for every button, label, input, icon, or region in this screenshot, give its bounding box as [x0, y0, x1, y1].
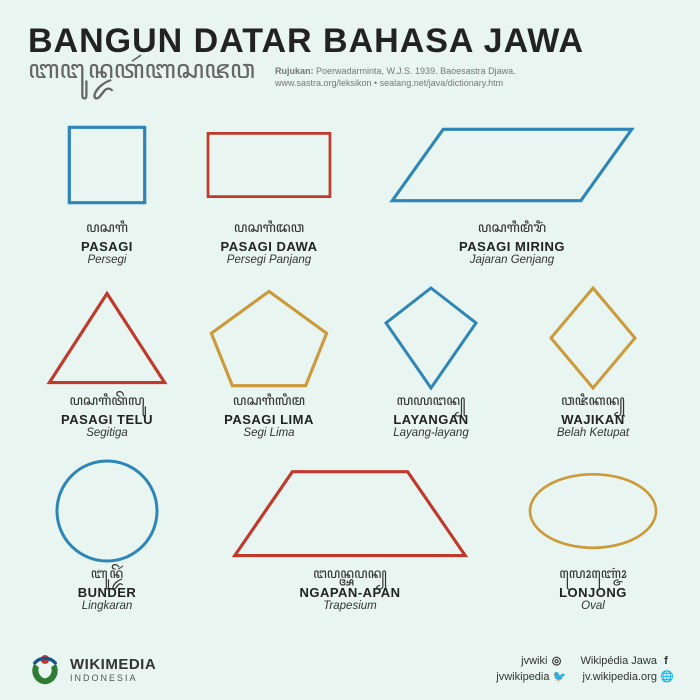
reference-block: Rujukan: Poerwadarminta, W.J.S. 1939. Ba…	[275, 66, 516, 89]
subtitle-row: ꦧꦔꦸꦤ꧀ꦢꦠꦂꦧꦱꦗꦮ Rujukan: Poerwadarminta, W.…	[28, 60, 672, 91]
social-row: jvwiki ◎ Wikipédia Jawa f	[496, 653, 672, 670]
shape-script-pasagi: ꦥꦱꦒꦶ	[86, 224, 128, 238]
shape-indo-bunder: Lingkaran	[82, 600, 133, 612]
shape-cell-ngapan-apan: ꦔꦥꦤ꧀ꦄꦥꦤ꧀NGAPAN-APANTrapesium	[190, 449, 510, 616]
reference-label: Rujukan:	[275, 66, 314, 76]
shapes-grid: ꦥꦱꦒꦶPASAGIPersegiꦥꦱꦒꦶꦢꦮPASAGI DAWAPerseg…	[28, 103, 672, 616]
shape-indo-pasagi-lima: Segi Lima	[243, 427, 294, 439]
shape-latin-ngapan-apan: NGAPAN-APAN	[299, 585, 400, 600]
shape-latin-pasagi-telu: PASAGI TELU	[61, 412, 153, 427]
shape-lonjong	[516, 453, 670, 568]
shape-script-pasagi-telu: ꦥꦱꦒꦶꦠꦼꦭꦸ	[69, 397, 144, 411]
social-twitter: jvwikipedia 🐦	[496, 669, 564, 686]
shape-script-pasagi-lima: ꦥꦱꦒꦶꦭꦶꦩ	[233, 397, 305, 411]
shape-script-pasagi-dawa: ꦥꦱꦒꦶꦢꦮ	[234, 224, 304, 238]
subtitle-script: ꦧꦔꦸꦤ꧀ꦢꦠꦂꦧꦱꦗꦮ	[28, 60, 255, 91]
shape-indo-lonjong: Oval	[581, 600, 605, 612]
shape-script-pasagi-miring: ꦥꦱꦒꦶꦩꦶꦫꦶꦁ	[478, 224, 546, 238]
shape-indo-pasagi-telu: Segitiga	[86, 427, 128, 439]
shape-script-wajikan: ꦮꦗꦶꦏꦤ꧀	[561, 397, 625, 411]
shape-pasagi	[30, 107, 184, 222]
brand-country: INDONESIA	[70, 673, 156, 683]
shape-cell-pasagi-lima: ꦥꦱꦒꦶꦭꦶꦩPASAGI LIMASegi Lima	[190, 276, 348, 443]
shape-cell-pasagi: ꦥꦱꦒꦶPASAGIPersegi	[28, 103, 186, 270]
twitter-icon: 🐦	[553, 669, 565, 686]
shape-pasagi-telu	[30, 280, 184, 395]
reference-line2: www.sastra.org/leksikon • sealang.net/ja…	[275, 78, 503, 88]
shape-cell-bunder: ꦧꦸꦤ꧀ꦢꦼꦂBUNDERLingkaran	[28, 449, 186, 616]
reference-line1: Poerwadarminta, W.J.S. 1939. Baoesastra …	[316, 66, 516, 76]
social-globe: jv.wikipedia.org 🌐	[583, 669, 672, 686]
shape-pasagi-miring	[354, 107, 670, 222]
shape-latin-pasagi: PASAGI	[81, 239, 133, 254]
shape-indo-ngapan-apan: Trapesium	[323, 600, 376, 612]
brand-name: WIKIMEDIA	[70, 656, 156, 673]
shape-latin-lonjong: LONJONG	[559, 585, 627, 600]
instagram-icon: ◎	[551, 653, 563, 670]
footer: WIKIMEDIA INDONESIA jvwiki ◎ Wikipédia Ja…	[28, 652, 672, 686]
shape-latin-pasagi-lima: PASAGI LIMA	[224, 412, 314, 427]
shape-indo-pasagi-dawa: Persegi Panjang	[227, 254, 311, 266]
shape-indo-pasagi-miring: Jajaran Genjang	[470, 254, 554, 266]
social-instagram: jvwiki ◎	[521, 653, 562, 670]
shape-latin-wajikan: WAJIKAN	[561, 412, 624, 427]
shape-cell-wajikan: ꦮꦗꦶꦏꦤ꧀WAJIKANBelah Ketupat	[514, 276, 672, 443]
shape-latin-layangan: LAYANGAN	[393, 412, 468, 427]
wikimedia-logo-icon	[28, 652, 62, 686]
shape-pasagi-dawa	[192, 107, 346, 222]
shape-wajikan	[516, 280, 670, 395]
shape-indo-wajikan: Belah Ketupat	[557, 427, 629, 439]
shape-cell-layangan: ꦭꦪꦔꦤ꧀LAYANGANLayang-layang	[352, 276, 510, 443]
shape-layangan	[354, 280, 508, 395]
shape-cell-pasagi-telu: ꦥꦱꦒꦶꦠꦼꦭꦸPASAGI TELUSegitiga	[28, 276, 186, 443]
shape-latin-bunder: BUNDER	[78, 585, 137, 600]
shape-indo-pasagi: Persegi	[88, 254, 127, 266]
shape-script-ngapan-apan: ꦔꦥꦤ꧀ꦄꦥꦤ꧀	[313, 570, 387, 584]
brand-text: WIKIMEDIA INDONESIA	[70, 656, 156, 683]
shape-pasagi-lima	[192, 280, 346, 395]
shape-cell-pasagi-miring: ꦥꦱꦒꦶꦩꦶꦫꦶꦁPASAGI MIRINGJajaran Genjang	[352, 103, 672, 270]
globe-icon: 🌐	[660, 669, 672, 686]
shape-latin-pasagi-miring: PASAGI MIRING	[459, 239, 565, 254]
shape-script-lonjong: ꦭꦺꦴꦚ꧀ꦗꦺꦴꦁ	[559, 570, 626, 584]
social-facebook: Wikipédia Jawa f	[581, 653, 672, 670]
shape-script-layangan: ꦭꦪꦔꦤ꧀	[396, 397, 465, 411]
shape-cell-pasagi-dawa: ꦥꦱꦒꦶꦢꦮPASAGI DAWAPersegi Panjang	[190, 103, 348, 270]
shape-indo-layangan: Layang-layang	[393, 427, 468, 439]
shape-script-bunder: ꦧꦸꦤ꧀ꦢꦼꦂ	[91, 570, 123, 584]
shape-bunder	[30, 453, 184, 568]
social-links: jvwiki ◎ Wikipédia Jawa f jvwikipedia 🐦 jv.…	[496, 653, 672, 686]
shape-ngapan-apan	[192, 453, 508, 568]
facebook-icon: f	[660, 653, 672, 670]
shape-latin-pasagi-dawa: PASAGI DAWA	[221, 239, 318, 254]
social-row: jvwikipedia 🐦 jv.wikipedia.org 🌐	[496, 669, 672, 686]
brand: WIKIMEDIA INDONESIA	[28, 652, 156, 686]
shape-cell-lonjong: ꦭꦺꦴꦚ꧀ꦗꦺꦴꦁLONJONGOval	[514, 449, 672, 616]
